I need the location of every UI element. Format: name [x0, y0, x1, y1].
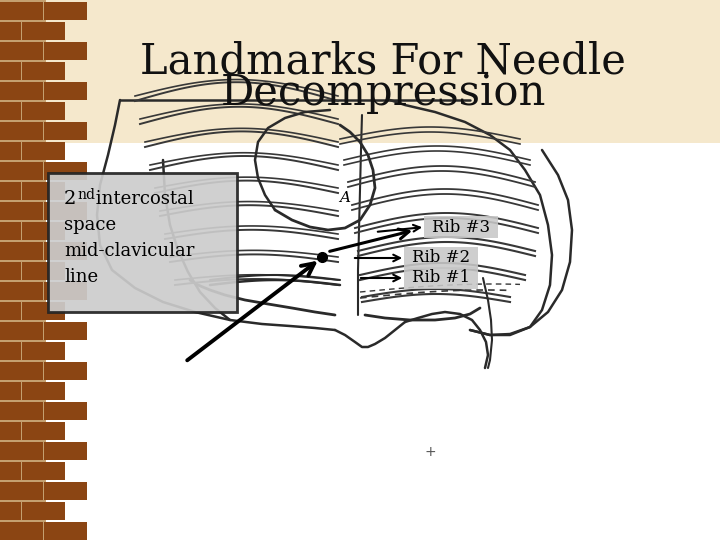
Bar: [44, 322, 87, 340]
Bar: [44, 242, 87, 260]
Text: nd: nd: [77, 188, 95, 202]
Bar: [44, 402, 87, 420]
Bar: [0, 62, 21, 80]
Bar: [0, 362, 43, 380]
Bar: [22, 102, 65, 120]
Bar: [0, 162, 43, 180]
Bar: [22, 222, 65, 240]
Text: A: A: [340, 191, 351, 205]
Bar: [22, 62, 65, 80]
Bar: [0, 122, 43, 140]
Bar: [44, 2, 87, 20]
Bar: [44, 162, 87, 180]
FancyBboxPatch shape: [424, 216, 498, 238]
Bar: [0, 42, 43, 60]
Bar: [0, 22, 21, 40]
Text: Rib #3: Rib #3: [432, 219, 490, 235]
Bar: [0, 502, 21, 520]
Text: Landmarks For Needle: Landmarks For Needle: [140, 40, 626, 83]
Bar: [44, 42, 87, 60]
Bar: [44, 522, 87, 540]
Bar: [0, 222, 21, 240]
Text: line: line: [64, 268, 98, 286]
FancyBboxPatch shape: [48, 173, 237, 312]
Bar: [0, 462, 21, 480]
Text: +: +: [424, 445, 436, 459]
Text: Rib #2: Rib #2: [412, 249, 470, 267]
Bar: [0, 442, 43, 460]
Bar: [44, 442, 87, 460]
Text: intercostal: intercostal: [90, 190, 194, 208]
Bar: [0, 0, 720, 143]
Bar: [0, 182, 21, 200]
Bar: [0, 0, 46, 540]
Bar: [0, 282, 43, 300]
Bar: [22, 502, 65, 520]
Bar: [0, 382, 21, 400]
Bar: [22, 22, 65, 40]
Bar: [0, 82, 43, 100]
Bar: [44, 282, 87, 300]
Bar: [22, 182, 65, 200]
Bar: [0, 143, 720, 540]
Bar: [44, 482, 87, 500]
Bar: [0, 522, 43, 540]
Bar: [22, 422, 65, 440]
Bar: [0, 202, 43, 220]
Bar: [22, 342, 65, 360]
Text: Decompression: Decompression: [220, 72, 546, 114]
Bar: [0, 142, 21, 160]
Bar: [22, 382, 65, 400]
Bar: [44, 202, 87, 220]
Bar: [0, 242, 43, 260]
Bar: [0, 262, 21, 280]
Text: 2: 2: [64, 190, 76, 208]
Bar: [0, 102, 21, 120]
Bar: [0, 342, 21, 360]
Text: space: space: [64, 216, 116, 234]
Bar: [22, 462, 65, 480]
Bar: [44, 362, 87, 380]
Bar: [0, 482, 43, 500]
Bar: [0, 2, 43, 20]
Bar: [44, 122, 87, 140]
Bar: [0, 422, 21, 440]
Bar: [22, 142, 65, 160]
Text: Rib #1: Rib #1: [412, 269, 470, 287]
FancyBboxPatch shape: [404, 247, 478, 269]
Bar: [0, 402, 43, 420]
Bar: [22, 302, 65, 320]
Bar: [44, 82, 87, 100]
Bar: [0, 322, 43, 340]
Bar: [0, 302, 21, 320]
Text: mid-clavicular: mid-clavicular: [64, 242, 194, 260]
Bar: [22, 262, 65, 280]
FancyBboxPatch shape: [404, 267, 478, 289]
